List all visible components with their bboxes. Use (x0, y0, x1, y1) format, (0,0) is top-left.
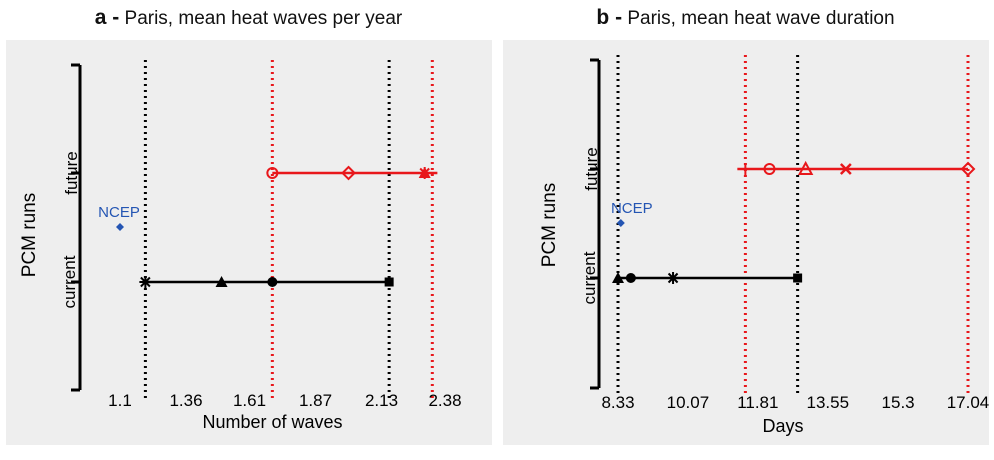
panel-letter: b - (596, 6, 623, 29)
series-future (737, 160, 976, 177)
x-tick-label: 13.55 (806, 393, 849, 412)
y-tick-label-current: current (60, 255, 79, 308)
x-tick-label: 2.13 (365, 391, 398, 410)
circle-open-marker (763, 163, 776, 175)
chart-heat-wave-duration: future current PCM runs 8.33 10.07 11.81 13.55… (539, 55, 990, 436)
x-tick-label: 1.61 (233, 391, 266, 410)
ncep-marker (116, 223, 124, 231)
triangle-marker (215, 276, 228, 287)
x-tick-label: 1.87 (299, 391, 332, 410)
panel-a: a - Paris, mean heat waves per year futu… (0, 6, 497, 445)
panel-title-text: Paris, mean heat wave duration (627, 8, 895, 29)
ncep-label: NCEP (611, 200, 653, 217)
triangle-marker (612, 272, 624, 283)
ncep-marker (616, 219, 625, 227)
triangle-open-marker (797, 160, 814, 175)
square-marker (793, 273, 803, 283)
plus-marker (739, 163, 752, 175)
circle-marker (625, 273, 636, 283)
x-tick-label: 15.3 (882, 393, 915, 412)
x-tick-label: 11.81 (737, 393, 778, 412)
series-future (266, 165, 438, 181)
panel-title: a - Paris, mean heat waves per year (0, 6, 497, 30)
x-tick-label: 1.36 (169, 391, 202, 410)
y-axis-title: PCM runs (539, 183, 560, 267)
cross-marker (839, 163, 852, 175)
panel-title-text: Paris, mean heat waves per year (124, 8, 403, 29)
x-axis-title: Number of waves (202, 412, 342, 432)
x-tick-label: 8.33 (601, 393, 634, 412)
square-marker (384, 277, 394, 287)
x-axis-title: Days (762, 416, 803, 436)
panel-b: b - Paris, mean heat wave duration futur… (497, 0, 994, 460)
y-tick-label-future: future (62, 151, 81, 194)
y-tick-label-current: current (580, 251, 599, 304)
series-current (612, 272, 803, 284)
x-tick-label: 10.07 (667, 393, 710, 412)
x-tick-label: 2.38 (428, 391, 461, 410)
x-tick-label: 1.1 (108, 391, 132, 410)
y-axis-title: PCM runs (19, 193, 40, 277)
panel-letter: a - (94, 6, 120, 29)
chart-heat-waves-per-year: future current PCM runs 1.1 1.36 1.61 1.87 2.13… (19, 60, 462, 432)
asterisk-marker (667, 272, 680, 284)
ncep-label: NCEP (98, 204, 140, 221)
circle-open-marker (266, 167, 279, 179)
asterisk-marker (418, 167, 431, 179)
series-current (139, 276, 394, 288)
diamond-open-marker (960, 161, 976, 177)
panel-title: b - Paris, mean heat wave duration (497, 6, 994, 30)
x-tick-label: 17.04 (947, 393, 990, 412)
circle-marker (267, 277, 278, 287)
y-tick-label-future: future (582, 147, 601, 190)
diamond-open-marker (341, 165, 356, 181)
asterisk-marker (139, 276, 152, 288)
plot-background (6, 40, 492, 445)
